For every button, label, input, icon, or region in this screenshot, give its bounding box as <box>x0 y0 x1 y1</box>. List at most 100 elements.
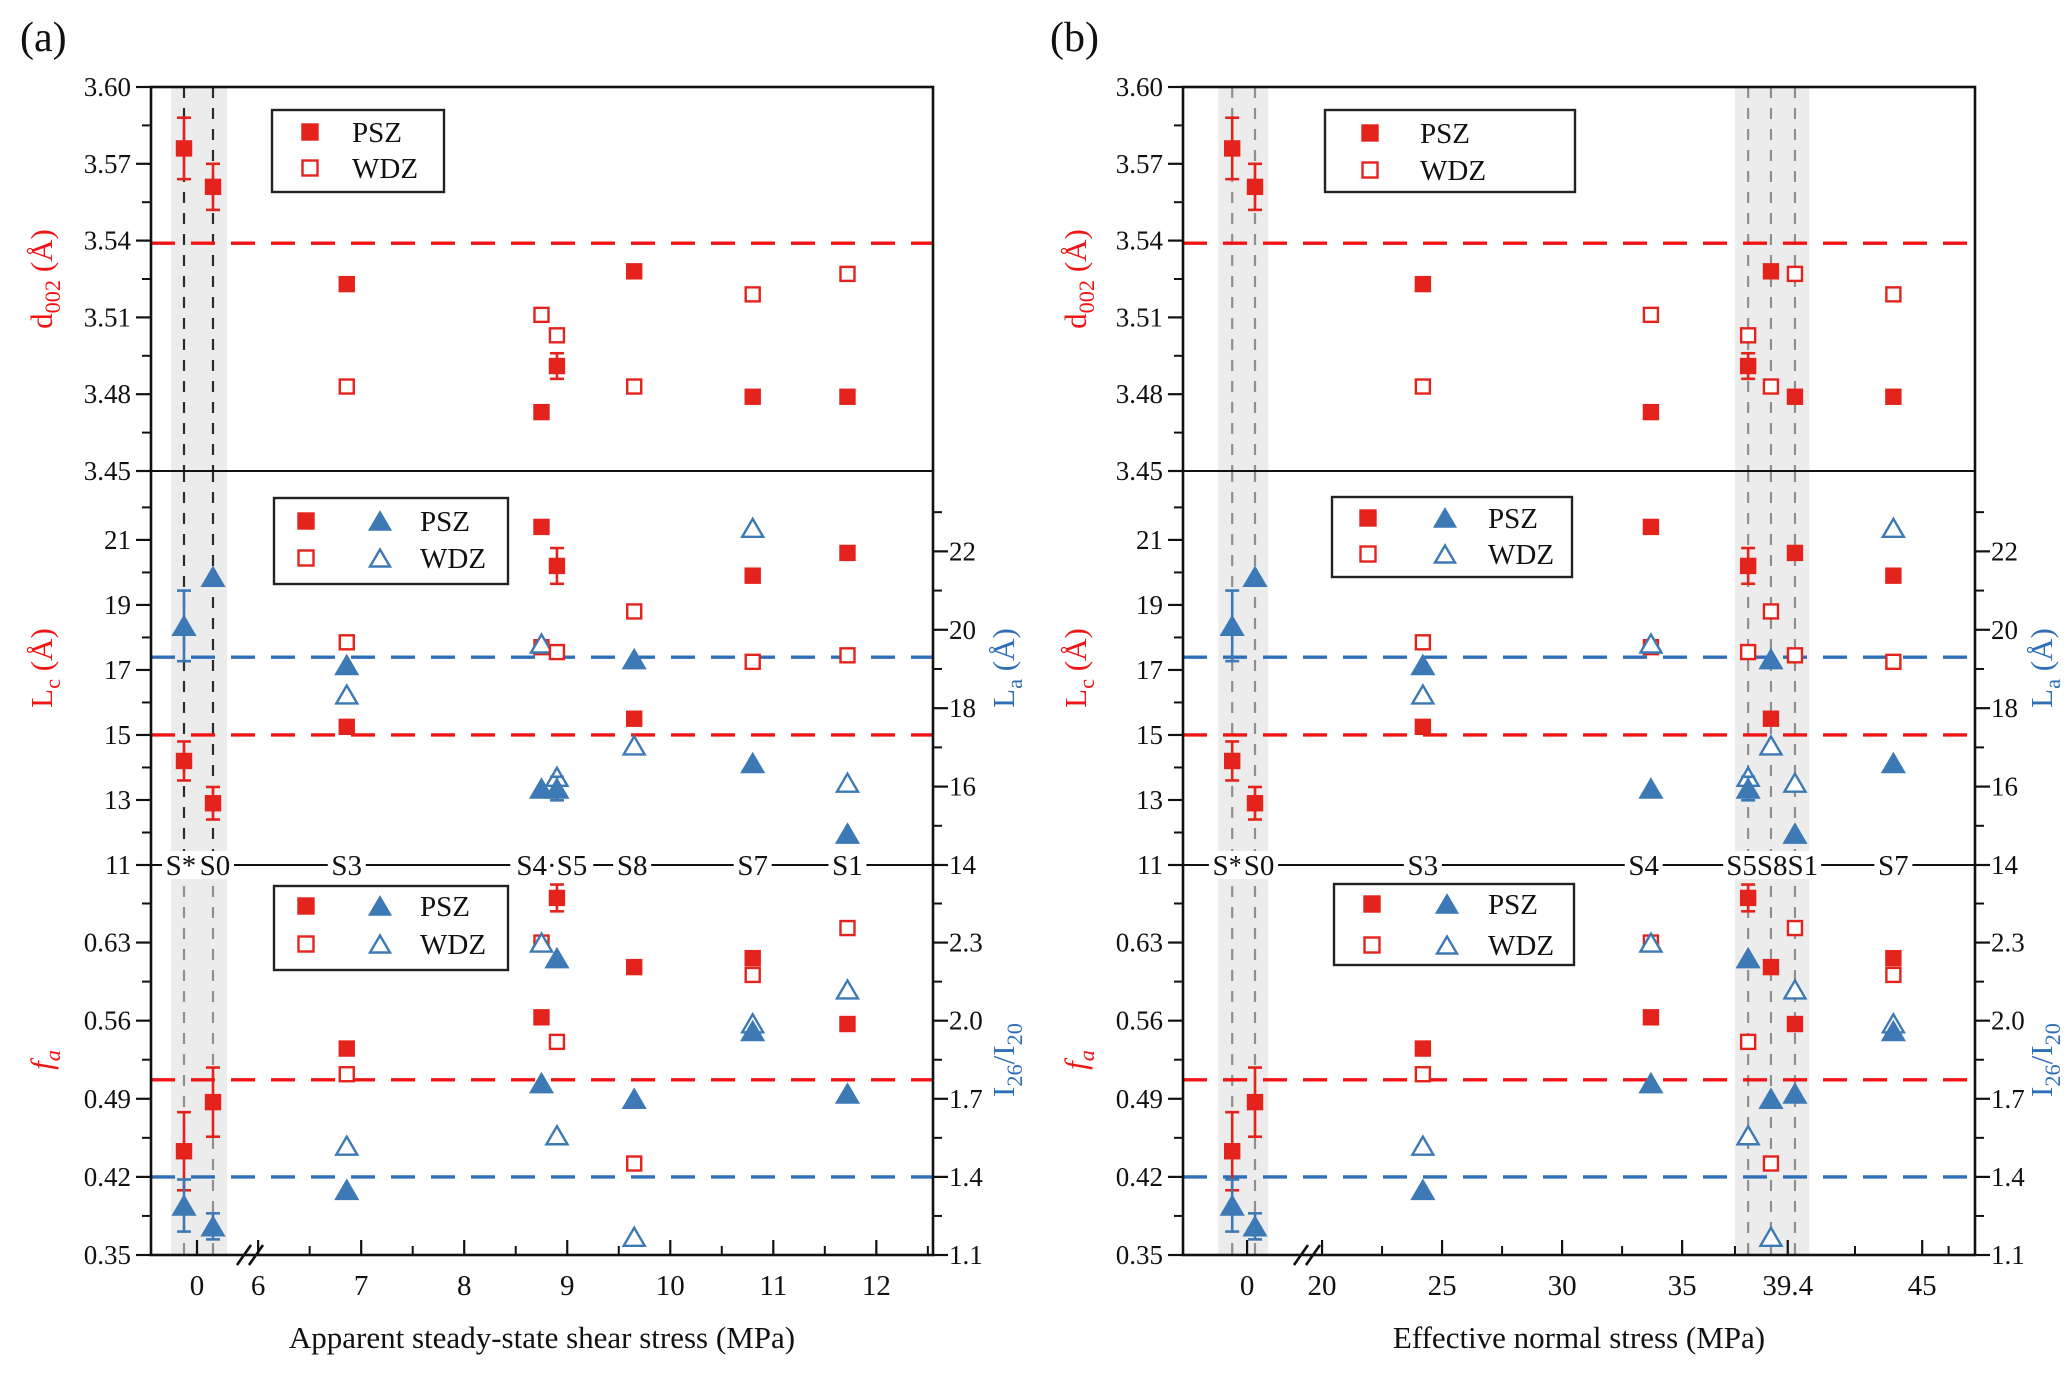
y-tick-label: 15 <box>1136 720 1163 750</box>
psz-triangle-S7 <box>1880 751 1906 774</box>
wdz-triangle-S5 <box>1735 1123 1761 1146</box>
y-tick-label: 3.60 <box>1116 72 1163 102</box>
y-axis-title-left: fa <box>24 1050 65 1070</box>
sample-label: S5S8S1 <box>1726 850 1818 882</box>
psz-triangle-S3 <box>334 1178 360 1201</box>
psz-square-S0 <box>204 795 222 812</box>
sample-label: S3 <box>331 850 362 882</box>
sample-label-bg <box>828 851 867 879</box>
wdz-triangle-S5 <box>544 1123 570 1146</box>
y-tick-label: 11 <box>1137 850 1163 880</box>
psz-square-S3 <box>338 718 355 736</box>
wdz-square-S8 <box>626 603 643 620</box>
y-tick-label: 16 <box>1991 772 2018 802</box>
psz-triangle-S0 <box>200 1214 226 1237</box>
x-tick-label: 0 <box>190 1270 205 1302</box>
wdz-square-S8 <box>1762 378 1780 395</box>
psz-square-S8 <box>1762 263 1780 280</box>
psz-triangle-S4 <box>528 777 555 799</box>
psz-square-S7 <box>1885 567 1902 584</box>
x-tick-label: 12 <box>862 1270 891 1302</box>
y-tick-label: 3.45 <box>1116 456 1163 486</box>
y-tick-label: 0.49 <box>1116 1084 1163 1114</box>
psz-square-S5 <box>548 557 566 575</box>
legend-label: WDZ <box>1488 930 1554 962</box>
psz-triangle-S7 <box>740 751 766 774</box>
psz-triangle-S3 <box>1410 653 1436 676</box>
y-tick-label: 0.49 <box>84 1084 131 1114</box>
wdz-square-S8 <box>626 378 643 395</box>
wdz-triangle-S7 <box>1880 516 1906 539</box>
wdz-square-S7 <box>744 286 761 303</box>
y-axis-title-left: d002 (Å) <box>1058 229 1099 329</box>
y-tick-label: 0.42 <box>84 1162 131 1192</box>
legend-square-psz <box>297 897 315 915</box>
legend-square-psz <box>1361 124 1379 142</box>
wdz-triangle-S3 <box>334 1134 360 1156</box>
x-axis-title-a: Apparent steady-state shear stress (MPa) <box>288 1320 796 1355</box>
x-tick-label: 30 <box>1548 1270 1577 1302</box>
sample-label: S3 <box>1408 850 1439 882</box>
psz-square-S4 <box>1642 518 1660 536</box>
wdz-square-S7 <box>1885 966 1902 984</box>
psz-square-S8 <box>626 710 643 727</box>
wdz-square-S3 <box>1414 634 1432 651</box>
psz-square-S0 <box>204 178 222 196</box>
y-tick-label: 3.51 <box>84 302 131 332</box>
psz-square-S* <box>175 1143 193 1160</box>
sample-label-bg <box>510 851 594 879</box>
wdz-square-S7 <box>1885 653 1902 671</box>
wdz-square-S7 <box>744 966 761 984</box>
y-tick-label: 13 <box>1136 785 1163 815</box>
sample-label: S1 <box>832 850 863 882</box>
sample-label: S7 <box>737 850 768 882</box>
wdz-square-S1 <box>1786 647 1804 664</box>
y-tick-label: 19 <box>1136 590 1163 620</box>
y-tick-label: 16 <box>949 772 976 802</box>
legend-label: PSZ <box>420 506 470 538</box>
y-tick-label: 3.57 <box>1116 149 1163 179</box>
legend-label: WDZ <box>420 543 486 575</box>
psz-triangle-S8 <box>1758 1087 1784 1109</box>
legend-square-wdz <box>297 935 315 953</box>
sample-label-bg <box>1240 851 1279 879</box>
legend-box <box>270 108 446 194</box>
wdz-square-S5 <box>1739 643 1757 661</box>
y-tick-label: 11 <box>105 850 131 880</box>
psz-triangle-S1 <box>834 822 861 844</box>
y-tick-label: 20 <box>949 615 976 645</box>
wdz-triangle-S3 <box>1410 683 1436 705</box>
wdz-triangle-S4 <box>1638 632 1664 654</box>
y-tick-label: 17 <box>1136 655 1163 685</box>
psz-square-S* <box>1223 752 1241 770</box>
plot-border <box>1181 85 1977 1257</box>
y-tick-label: 21 <box>104 525 131 555</box>
legend-triangle-psz <box>1432 507 1458 528</box>
y-tick-label: 3.51 <box>1116 302 1163 332</box>
y-tick-label: 17 <box>104 655 131 685</box>
y-tick-label: 22 <box>1991 536 2018 566</box>
panel-a-letter: (a) <box>20 15 67 61</box>
psz-square-S7 <box>744 949 761 967</box>
psz-triangle-S* <box>1219 614 1245 637</box>
psz-square-S0 <box>1246 795 1264 812</box>
legend-triangle-wdz <box>367 547 393 568</box>
psz-square-S1 <box>839 544 856 562</box>
psz-square-S5 <box>548 889 566 907</box>
sample-label: S0 <box>200 850 231 882</box>
y-tick-label: 3.48 <box>1116 379 1163 409</box>
wdz-triangle-S3 <box>334 683 360 705</box>
psz-square-S4 <box>533 403 550 421</box>
y-tick-label: 1.7 <box>949 1084 983 1114</box>
wdz-square-S3 <box>338 634 355 651</box>
psz-triangle-S8 <box>1758 647 1784 670</box>
psz-square-S5 <box>548 357 566 375</box>
sample-label-bg <box>196 851 234 879</box>
psz-triangle-S0 <box>200 565 226 588</box>
x-tick-label: 39.4 <box>1762 1270 1813 1302</box>
legend-triangle-psz <box>1434 893 1460 914</box>
legend-square-psz <box>1363 895 1381 913</box>
wdz-square-S5 <box>548 327 566 344</box>
y-tick-label: 0.35 <box>1116 1240 1163 1270</box>
